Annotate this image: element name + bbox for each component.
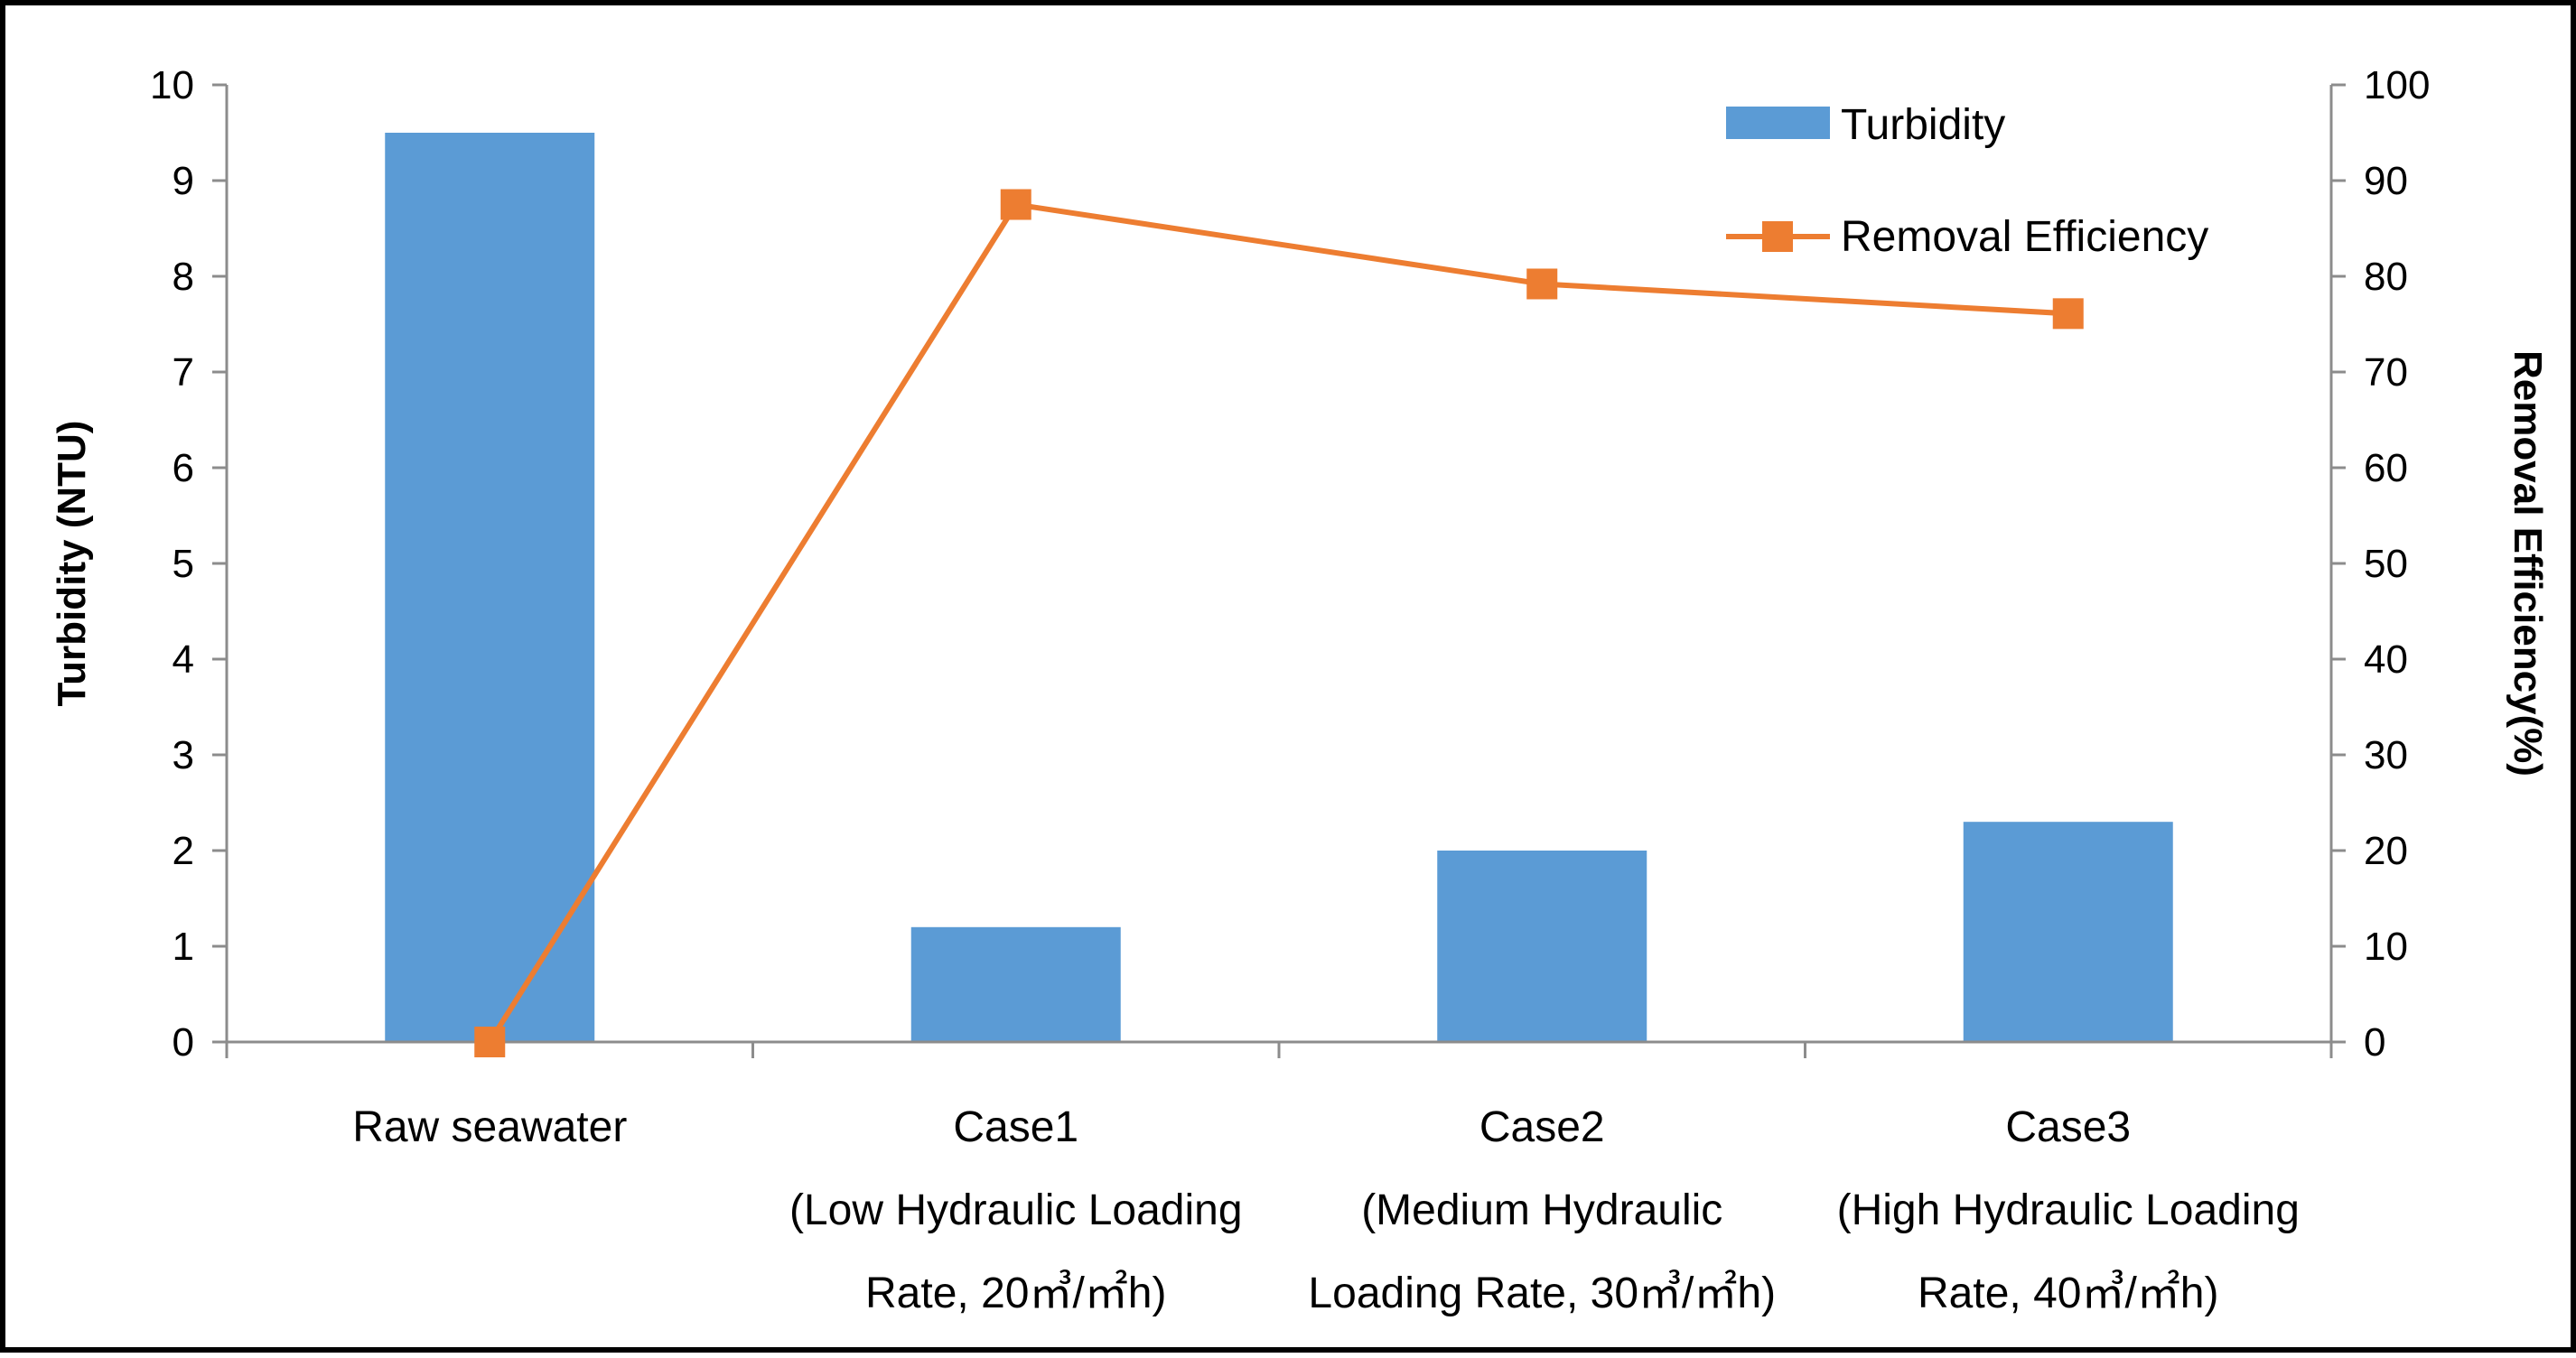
y-tick-label: 1: [173, 925, 194, 969]
legend-swatch-marker: [1762, 221, 1793, 252]
legend-swatch-turbidity: [1726, 107, 1830, 139]
line-removal-efficiency: [487, 201, 2068, 1044]
y2-tick-label: 90: [2364, 159, 2408, 203]
x-category-label: Raw seawater: [352, 1103, 627, 1151]
y-tick-label: 6: [173, 446, 194, 490]
marker-removal-efficiency-2: [1526, 268, 1558, 300]
y-tick-label: 0: [173, 1020, 194, 1065]
y2-tick-label: 30: [2364, 733, 2408, 777]
x-category-label: Rate, 40㎥/㎡h): [1918, 1270, 2218, 1317]
y-tick-label: 4: [173, 637, 194, 682]
y-axis-title: Turbidity (NTU): [50, 421, 94, 707]
x-category-label: (Low Hydraulic Loading: [789, 1186, 1243, 1234]
y2-tick-label: 40: [2364, 637, 2408, 682]
y2-tick-label: 70: [2364, 350, 2408, 395]
y-tick-label: 7: [173, 350, 194, 395]
bar-turbidity-2: [1437, 851, 1647, 1042]
marker-removal-efficiency-0: [474, 1027, 506, 1057]
y-tick-label: 8: [173, 255, 194, 299]
y2-tick-label: 60: [2364, 446, 2408, 490]
y-tick-label: 3: [173, 733, 194, 777]
x-category-label: (Medium Hydraulic: [1361, 1186, 1722, 1234]
x-category-label: Rate, 20㎥/㎡h): [865, 1270, 1166, 1317]
y2-tick-label: 20: [2364, 829, 2408, 873]
x-category-label: Loading Rate, 30㎥/㎡h): [1308, 1270, 1776, 1317]
x-category-label: Case2: [1479, 1103, 1605, 1151]
y-tick-label: 9: [173, 159, 194, 203]
marker-removal-efficiency-1: [1000, 189, 1031, 220]
legend-label-turbidity: Turbidity: [1841, 101, 2005, 149]
y2-tick-label: 100: [2364, 63, 2430, 107]
y-tick-label: 2: [173, 829, 194, 873]
y-tick-label: 10: [150, 63, 194, 107]
x-category-label: (High Hydraulic Loading: [1837, 1186, 2300, 1234]
bar-turbidity-0: [385, 133, 595, 1042]
bar-turbidity-1: [910, 926, 1121, 1042]
y2-tick-label: 10: [2364, 925, 2408, 969]
bar-turbidity-3: [1963, 822, 2173, 1042]
y2-tick-label: 80: [2364, 255, 2408, 299]
x-category-label: Case1: [953, 1103, 1078, 1151]
y2-tick-label: 50: [2364, 542, 2408, 586]
y2-tick-label: 0: [2364, 1020, 2385, 1065]
x-category-label: Case3: [2005, 1103, 2131, 1151]
legend-label-removal-efficiency: Removal Efficiency: [1841, 213, 2208, 261]
marker-removal-efficiency-3: [2052, 298, 2084, 330]
y-tick-label: 5: [173, 542, 194, 586]
y2-axis-title: Removal Efficiency(%): [2506, 350, 2550, 777]
